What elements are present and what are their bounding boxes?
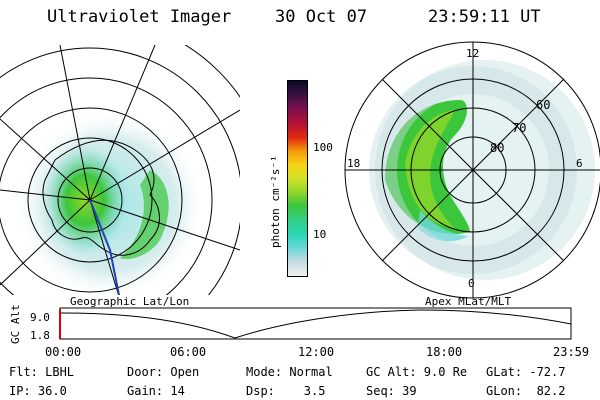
aurora-oval-left: [43, 145, 127, 255]
aurora-band-left: [120, 170, 169, 260]
gain-readout: Gain: 14: [127, 384, 185, 398]
dsp-readout: Dsp: 3.5: [246, 384, 326, 398]
mlat-label-80: 80: [490, 141, 505, 155]
gc-alt-min: 1.8: [30, 329, 50, 342]
door-readout: Door: Open: [127, 365, 200, 379]
gc-alt-readout: GC Alt: 9.0 Re: [366, 365, 468, 379]
observation-time: 23:59:11 UT: [428, 7, 541, 27]
observation-date: 30 Oct 07: [275, 7, 368, 27]
colorbar-tick-10: 10: [313, 228, 327, 241]
gc-alt-frame: [59, 307, 572, 340]
mlt-label-12: 12: [466, 47, 480, 60]
seq-readout: Seq: 39: [366, 384, 417, 398]
colorbar-gradient: [288, 81, 307, 276]
intensity-colorbar: [287, 80, 308, 277]
apex-map: [344, 41, 600, 299]
mode-readout: Mode: Normal: [246, 365, 333, 379]
gc-alt-max: 9.0: [30, 311, 50, 324]
spacecraft-track: [89, 199, 121, 295]
time-tick-2359: 23:59: [553, 345, 590, 359]
mlt-lines: [345, 42, 600, 298]
antarctica-coastline: [42, 140, 160, 256]
colorbar-unit-label: photon cm⁻²s⁻¹: [269, 155, 282, 248]
apex-caption: Apex MLat/MLT: [425, 295, 512, 308]
time-tick-1200: 12:00: [298, 345, 335, 359]
mlt-label-6: 6: [576, 157, 583, 170]
mlat-label-60: 60: [536, 98, 551, 112]
time-tick-0600: 06:00: [170, 345, 207, 359]
gc-alt-axis-label: GC Alt: [9, 304, 22, 344]
instrument-title: Ultraviolet Imager: [47, 7, 232, 27]
filter-readout: Flt: LBHL: [9, 365, 75, 379]
mlt-label-18: 18: [347, 157, 361, 170]
colorbar-tick-100: 100: [313, 141, 333, 154]
gc-alt-plot: [59, 307, 572, 340]
geographic-caption: Geographic Lat/Lon: [70, 295, 190, 308]
ip-readout: IP: 36.0: [9, 384, 67, 398]
geographic-map: [0, 45, 240, 295]
time-tick-1800: 18:00: [426, 345, 463, 359]
time-tick-0000: 00:00: [45, 345, 82, 359]
mlat-label-70: 70: [512, 121, 527, 135]
gc-alt-curve: [59, 309, 572, 339]
glon-readout: GLon: 82.2: [486, 384, 566, 398]
latitude-circles: [0, 45, 240, 295]
glat-readout: GLat: -72.7: [486, 365, 566, 379]
mlt-label-0: 0: [468, 277, 475, 290]
